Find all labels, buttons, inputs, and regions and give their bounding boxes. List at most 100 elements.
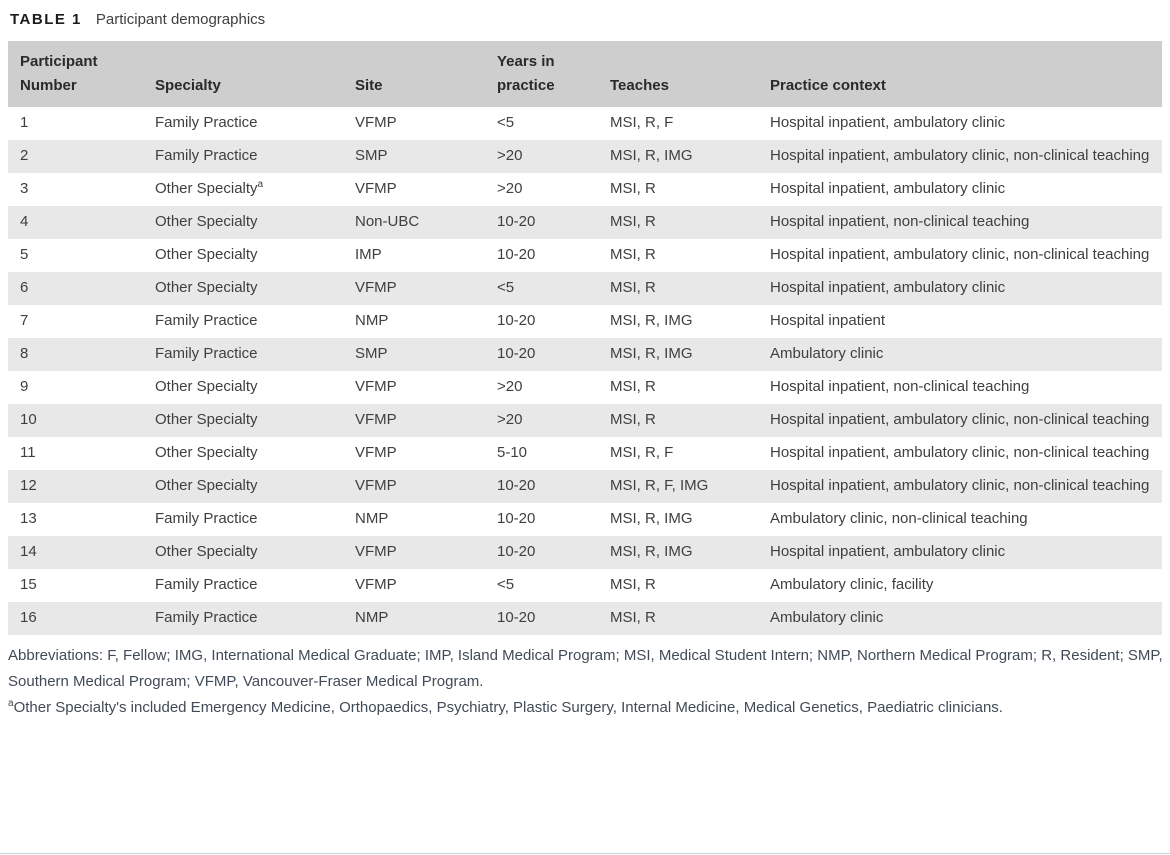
cell-years-in-practice: 10-20 (485, 602, 598, 635)
cell-practice-context: Hospital inpatient, ambulatory clinic, n… (770, 246, 1150, 263)
cell-practice-context: Ambulatory clinic (758, 338, 1162, 371)
cell-participant-number: 5 (20, 246, 29, 263)
cell-participant-number: 10 (8, 404, 143, 437)
cell-practice-context: Ambulatory clinic, non-clinical teaching (770, 510, 1028, 527)
cell-practice-context: Hospital inpatient, ambulatory clinic (758, 272, 1162, 305)
table-caption: Participant demographics (95, 11, 266, 28)
cell-teaches: MSI, R (610, 180, 656, 197)
cell-specialty: Other Specialty (143, 470, 343, 503)
cell-practice-context: Hospital inpatient, ambulatory clinic (758, 536, 1162, 569)
cell-participant-number: 1 (20, 114, 29, 131)
cell-participant-number: 14 (8, 536, 143, 569)
cell-site: SMP (343, 140, 485, 173)
cell-practice-context: Ambulatory clinic, facility (770, 576, 934, 593)
cell-years-in-practice: >20 (497, 180, 523, 197)
table-row: 10 Other Specialty VFMP >20 MSI, R Hospital i… (8, 404, 1162, 437)
cell-site: NMP (355, 312, 389, 329)
cell-teaches: MSI, R, F (610, 114, 674, 131)
cell-practice-context: Hospital inpatient (770, 312, 886, 329)
cell-participant-number: 7 (20, 312, 29, 329)
cell-years-in-practice: 10-20 (497, 510, 536, 527)
header-row: Participant Number Specialty Site Years … (8, 41, 1162, 107)
table-row: 2 Family Practice SMP >20 MSI, R, IMG Hospita… (8, 140, 1162, 173)
table-header: Participant Number Specialty Site Years … (8, 41, 1162, 107)
table-row: 1 Family Practice VFMP <5 MSI, R, F Hospital … (8, 107, 1162, 140)
cell-years-in-practice: >20 (485, 404, 598, 437)
table-row: 5 Other Specialty IMP 10-20 MSI, R Hospital i… (8, 239, 1162, 272)
table-body: 1 Family Practice VFMP <5 MSI, R, F Hospital … (8, 107, 1162, 635)
cell-participant-number: 16 (8, 602, 143, 635)
cell-site: VFMP (343, 470, 485, 503)
cell-site: VFMP (355, 180, 397, 197)
cell-practice-context: Hospital inpatient, ambulatory clinic, n… (758, 140, 1162, 173)
cell-teaches: MSI, R, F (610, 444, 674, 461)
cell-specialty: Other Specialty (155, 246, 258, 263)
table-row: 12 Other Specialty VFMP 10-20 MSI, R, F, IMG… (8, 470, 1162, 503)
cell-years-in-practice: <5 (497, 114, 515, 131)
table-row: 14 Other Specialty VFMP 10-20 MSI, R, IMG Hos… (8, 536, 1162, 569)
cell-site: SMP (343, 338, 485, 371)
cell-site: Non-UBC (343, 206, 485, 239)
table-row: 3 Other Specialtya VFMP >20 MSI, R Hospital i… (8, 173, 1162, 206)
table-row: 8 Family Practice SMP 10-20 MSI, R, IMG Ambul… (8, 338, 1162, 371)
cell-site: VFMP (355, 576, 397, 593)
cell-specialty: Other Specialty (143, 272, 343, 305)
bottom-rule (0, 853, 1170, 854)
table-caption-row: TABLE 1 Participant demographics (0, 0, 1170, 32)
cell-participant-number: 8 (8, 338, 143, 371)
cell-site: NMP (343, 602, 485, 635)
column-header-participant-number: Participant Number (8, 41, 143, 107)
cell-specialty: Other Specialty (143, 206, 343, 239)
table-row: 15 Family Practice VFMP <5 MSI, R Ambulatory … (8, 569, 1162, 602)
table-row: 6 Other Specialty VFMP <5 MSI, R Hospital inp… (8, 272, 1162, 305)
cell-teaches: MSI, R, IMG (610, 510, 693, 527)
table-row: 4 Other Specialty Non-UBC 10-20 MSI, R Hospit… (8, 206, 1162, 239)
cell-teaches: MSI, R (610, 576, 656, 593)
cell-practice-context: Hospital inpatient, ambulatory clinic, n… (758, 470, 1162, 503)
cell-teaches: MSI, R (598, 404, 758, 437)
cell-site: VFMP (355, 378, 397, 395)
cell-teaches: MSI, R (598, 602, 758, 635)
cell-specialty: Family Practice (155, 510, 258, 527)
abbreviations-note: Abbreviations: F, Fellow; IMG, Internati… (8, 647, 1163, 690)
cell-practice-context: Hospital inpatient, non-clinical teachin… (770, 378, 1030, 395)
cell-years-in-practice: <5 (485, 272, 598, 305)
table-footnotes: Abbreviations: F, Fellow; IMG, Internati… (8, 643, 1166, 721)
cell-participant-number: 3 (20, 180, 29, 197)
cell-teaches: MSI, R, IMG (610, 312, 693, 329)
cell-years-in-practice: >20 (485, 140, 598, 173)
column-header-years-in-practice: Years in practice (485, 41, 598, 107)
cell-teaches: MSI, R, IMG (598, 536, 758, 569)
cell-specialty: Family Practice (143, 602, 343, 635)
table-row: 7 Family Practice NMP 10-20 MSI, R, IMG Hospi… (8, 305, 1162, 338)
cell-years-in-practice: <5 (497, 576, 515, 593)
cell-specialty: Other Specialty (155, 378, 258, 395)
cell-specialty: Other Specialtya (155, 179, 264, 198)
cell-specialty: Family Practice (155, 576, 258, 593)
footnote-a-marker: a (8, 698, 14, 709)
cell-specialty: Other Specialty (143, 404, 343, 437)
table-row: 13 Family Practice NMP 10-20 MSI, R, IMG Ambu… (8, 503, 1162, 536)
cell-practice-context: Hospital inpatient, ambulatory clinic, n… (758, 404, 1162, 437)
cell-site: VFMP (355, 114, 397, 131)
table-row: 11 Other Specialty VFMP 5-10 MSI, R, F Hospit… (8, 437, 1162, 470)
cell-site: VFMP (343, 272, 485, 305)
cell-participant-number: 13 (20, 510, 37, 527)
cell-participant-number: 11 (20, 444, 36, 461)
cell-practice-context: Hospital inpatient, non-clinical teachin… (758, 206, 1162, 239)
cell-practice-context: Hospital inpatient, ambulatory clinic (770, 114, 1006, 131)
cell-specialty: Family Practice (143, 338, 343, 371)
cell-practice-context: Hospital inpatient, ambulatory clinic, n… (770, 444, 1150, 461)
cell-site: VFMP (343, 536, 485, 569)
cell-years-in-practice: 10-20 (485, 536, 598, 569)
cell-specialty: Other Specialty (155, 444, 258, 461)
column-header-teaches: Teaches (598, 41, 758, 107)
cell-specialty: Family Practice (143, 140, 343, 173)
column-header-site: Site (343, 41, 485, 107)
footnote-a-text: Other Specialty's included Emergency Med… (13, 699, 1003, 716)
cell-site: NMP (355, 510, 389, 527)
demographics-table: Participant Number Specialty Site Years … (8, 41, 1162, 635)
cell-teaches: MSI, R (610, 378, 656, 395)
cell-practice-context: Ambulatory clinic (758, 602, 1162, 635)
